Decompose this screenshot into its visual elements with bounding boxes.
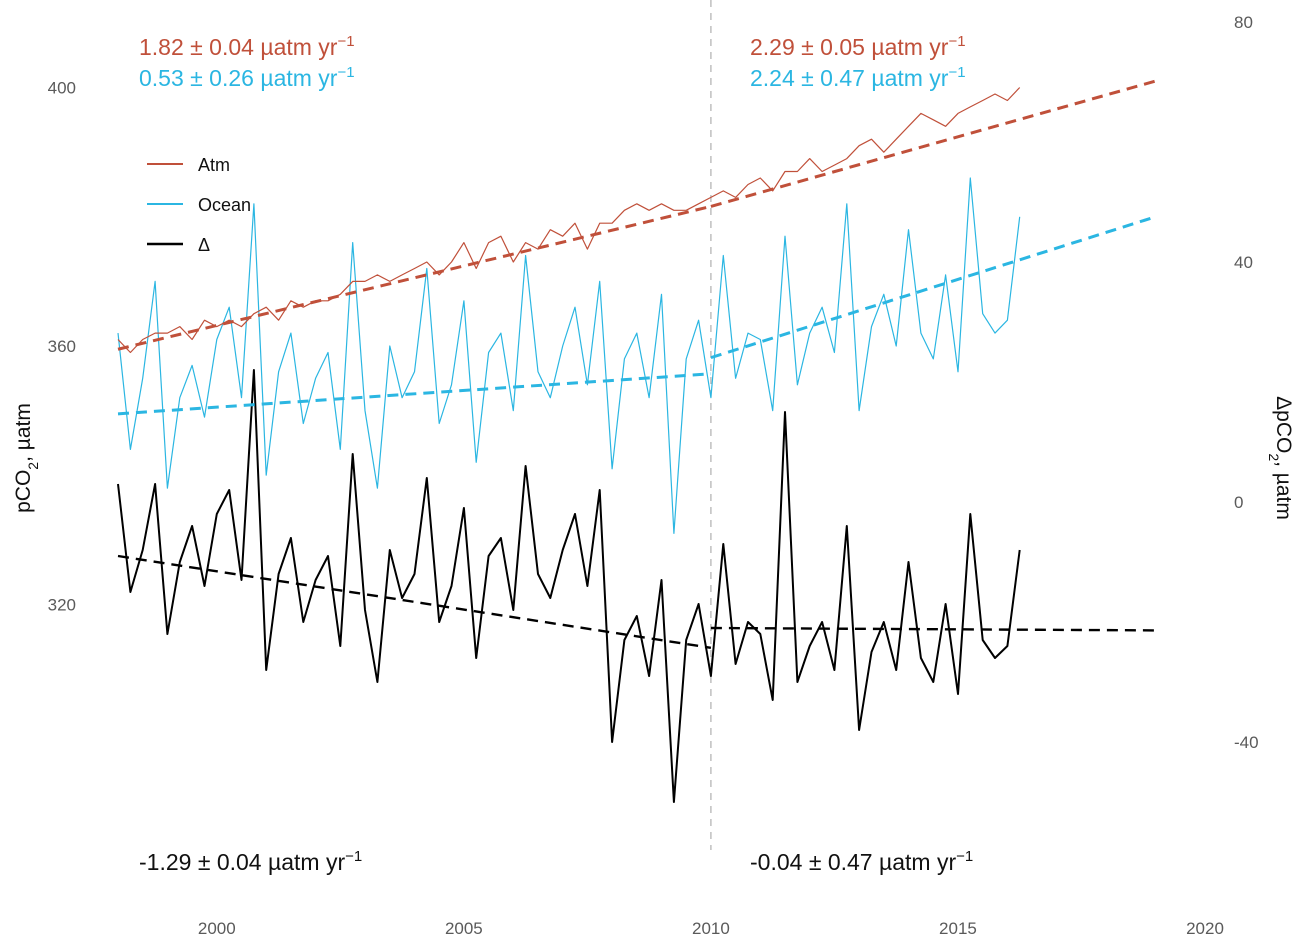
annotation-delta-after: -0.04 ± 0.47 µatm yr−1 xyxy=(750,848,973,875)
y-right-tick-label: 0 xyxy=(1234,493,1243,512)
annotation-ocean-before: 0.53 ± 0.26 µatm yr−1 xyxy=(139,64,355,91)
legend-label-delta: Δ xyxy=(198,235,210,255)
ocean-series-line xyxy=(117,177,1021,535)
plot-area xyxy=(117,0,1157,850)
trend-line-ocean-before xyxy=(117,372,712,416)
trend-line-atm-after xyxy=(710,79,1156,208)
y-right-tick-label: 40 xyxy=(1234,253,1253,272)
trend-line-delta-before xyxy=(117,554,712,649)
y-right-tick-label: -40 xyxy=(1234,733,1259,752)
y-left-tick-label: 360 xyxy=(48,337,76,356)
trend-line-delta-after xyxy=(710,626,1156,632)
y-right-tick-label: 80 xyxy=(1234,13,1253,32)
annotation-atm-before: 1.82 ± 0.04 µatm yr−1 xyxy=(139,33,355,60)
trend-line-atm-before xyxy=(117,204,712,351)
y-left-tick-label: 400 xyxy=(48,79,76,98)
y-left-axis-ticks: 320 360 400 xyxy=(48,79,76,615)
x-tick-label: 2020 xyxy=(1186,919,1224,938)
y-left-axis-title: pCO2, µatm xyxy=(12,403,41,513)
x-tick-label: 2000 xyxy=(198,919,236,938)
legend-item-atm: Atm xyxy=(147,155,230,175)
legend-label-ocean: Ocean xyxy=(198,195,251,215)
x-tick-label: 2005 xyxy=(445,919,483,938)
y-right-axis-title: ΔpCO2, µatm xyxy=(1266,396,1295,520)
annotation-atm-after: 2.29 ± 0.05 µatm yr−1 xyxy=(750,33,966,60)
x-tick-label: 2015 xyxy=(939,919,977,938)
trend-line-ocean-after xyxy=(710,215,1157,360)
x-tick-label: 2010 xyxy=(692,919,730,938)
y-left-axis-title-group: pCO2, µatm xyxy=(12,403,41,513)
series-layer xyxy=(117,87,1021,803)
legend-label-atm: Atm xyxy=(198,155,230,175)
delta-series-line xyxy=(117,369,1021,803)
trend-layer xyxy=(117,79,1157,649)
legend-item-delta: Δ xyxy=(147,235,210,255)
y-right-axis-ticks: -40 0 40 80 xyxy=(1234,13,1259,752)
x-axis-ticks: 2000 2005 2010 2015 2020 xyxy=(198,919,1224,938)
y-right-axis-title-group: ΔpCO2, µatm xyxy=(1266,396,1295,520)
annotation-ocean-after: 2.24 ± 0.47 µatm yr−1 xyxy=(750,64,966,91)
y-left-tick-label: 320 xyxy=(48,595,76,614)
atm-series-line xyxy=(117,87,1021,354)
annotation-delta-before: -1.29 ± 0.04 µatm yr−1 xyxy=(139,848,362,875)
trend-annotations: 1.82 ± 0.04 µatm yr−1 0.53 ± 0.26 µatm y… xyxy=(139,33,973,875)
legend-item-ocean: Ocean xyxy=(147,195,251,215)
legend: Atm Ocean Δ xyxy=(147,155,251,255)
